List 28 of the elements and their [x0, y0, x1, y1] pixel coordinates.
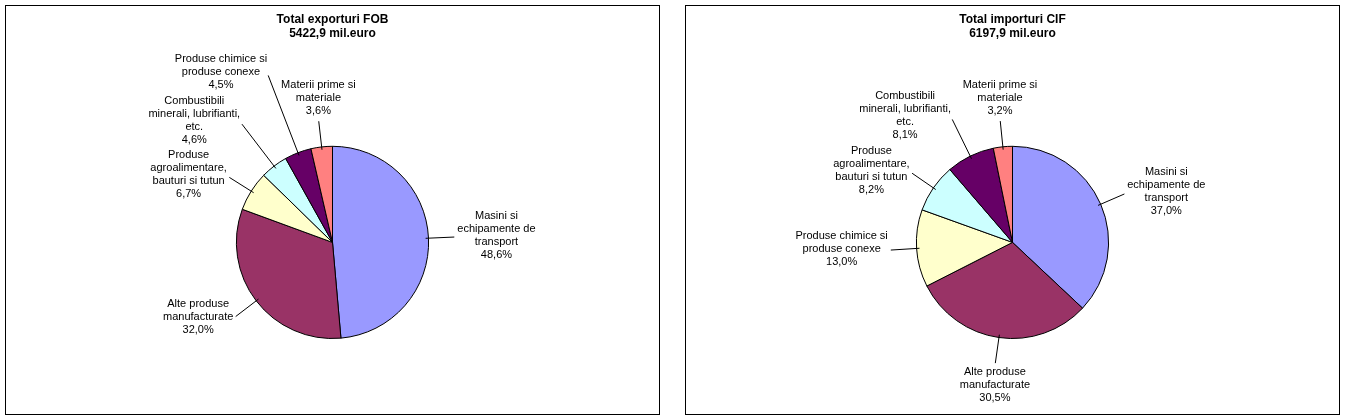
chart-subtitle: 5422,9 mil.euro: [289, 25, 376, 40]
chart-title: Total importuri CIF: [959, 11, 1066, 26]
chart-subtitle: 6197,9 mil.euro: [969, 25, 1056, 40]
slice-label: Alte produse manufacturate: [959, 364, 1031, 390]
data-label: 3,2%: [987, 103, 1013, 116]
data-label: 48,6%: [480, 248, 513, 261]
data-label: 4,5%: [208, 77, 234, 90]
slice-label: Produse chimice si produse conexe: [795, 229, 888, 255]
slice-label: Produse agroalimentare, bauturi si tutun: [833, 144, 910, 183]
slice-label: Materii prime si materiale: [281, 77, 356, 103]
data-label: 8,2%: [858, 183, 885, 196]
slice-label: Masini si echipamente de transport: [1127, 165, 1206, 204]
slice-label: Materii prime si materiale: [962, 77, 1038, 103]
data-label: 8,1%: [892, 128, 918, 141]
slice-label: Produse agroalimentare, bauturi si tutun: [150, 148, 227, 187]
chart-title: Total exporturi FOB: [276, 11, 389, 26]
slice-label: Masini si echipamente de transport: [457, 209, 536, 248]
data-label: 6,7%: [176, 187, 202, 200]
data-label: 13,0%: [826, 255, 858, 268]
data-label: 4,6%: [181, 133, 208, 146]
slice-label: Combustibili minerali, lubrifianti, etc.: [148, 94, 241, 133]
slice-label: Alte produse manufacturate: [162, 297, 234, 323]
data-label: 3,6%: [305, 103, 332, 116]
slice-label: Produse chimice si produse conexe: [174, 51, 268, 77]
data-label: 32,0%: [182, 323, 214, 336]
slice-label: Combustibili minerali, lubrifianti, etc.: [859, 89, 951, 128]
data-label: 30,5%: [979, 390, 1011, 403]
data-label: 37,0%: [1150, 204, 1183, 217]
